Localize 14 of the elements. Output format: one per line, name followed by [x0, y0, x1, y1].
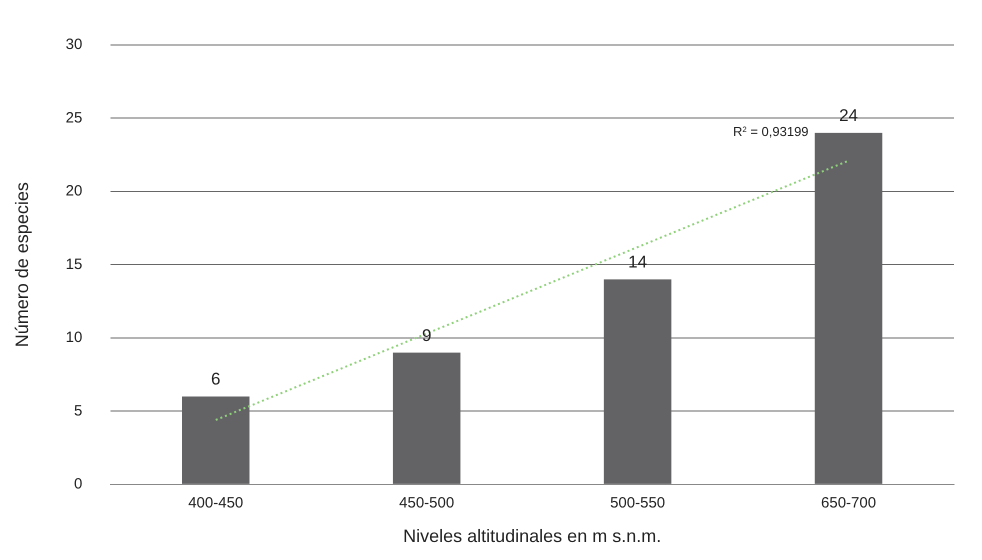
y-tick-label: 10	[66, 329, 82, 346]
y-tick-label: 20	[66, 182, 82, 200]
y-tick-label: 5	[74, 402, 82, 420]
x-tick-label: 500-550	[610, 494, 666, 512]
y-tick-label: 25	[66, 109, 82, 126]
y-tick-label: 30	[66, 36, 82, 54]
y-axis-title: Número de especies	[12, 182, 32, 348]
x-tick-label: 450-500	[399, 494, 454, 512]
data-label: 6	[211, 370, 220, 389]
x-tick-label: 650-700	[821, 494, 876, 512]
x-tick-label: 400-450	[188, 494, 244, 512]
x-axis-title: Niveles altitudinales en m s.n.m.	[403, 526, 662, 546]
y-tick-label: 0	[74, 476, 82, 493]
y-tick-label: 15	[66, 256, 82, 273]
